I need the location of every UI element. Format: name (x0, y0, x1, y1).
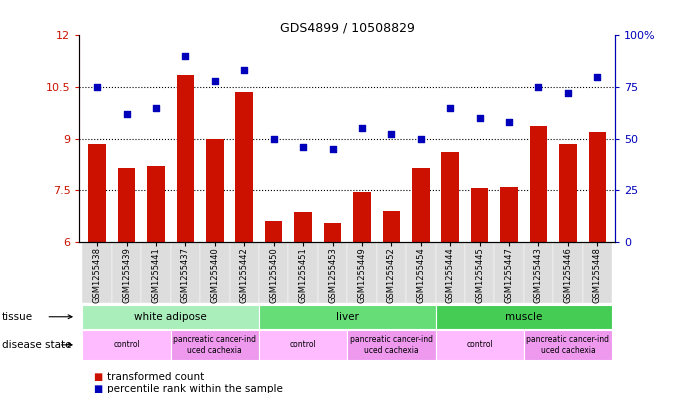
Point (504, 119, 515, 125)
Point (327, 146, 338, 152)
Point (357, 125, 368, 131)
Bar (383, 211, 400, 242)
Bar (442, 152, 459, 242)
Text: ■: ■ (93, 372, 102, 382)
Bar (323, 223, 341, 242)
Bar (500, 187, 518, 242)
Text: tissue: tissue (2, 312, 33, 322)
Text: white adipose: white adipose (134, 312, 207, 322)
Point (238, 67, 249, 73)
Text: ■: ■ (93, 384, 102, 393)
Text: liver: liver (336, 312, 359, 322)
Bar (236, 92, 253, 242)
Text: pancreatic cancer-ind
uced cachexia: pancreatic cancer-ind uced cachexia (527, 335, 609, 354)
Text: percentile rank within the sample: percentile rank within the sample (107, 384, 283, 393)
Text: disease state: disease state (2, 340, 72, 350)
Point (386, 131, 397, 138)
Point (151, 105, 162, 111)
Title: GDS4899 / 10508829: GDS4899 / 10508829 (280, 21, 415, 34)
Point (445, 105, 456, 111)
Text: control: control (466, 340, 493, 349)
Text: control: control (113, 340, 140, 349)
Point (209, 77, 220, 84)
Bar (353, 192, 371, 242)
Bar (147, 166, 164, 242)
Bar (88, 144, 106, 242)
Bar (177, 75, 194, 242)
Bar (412, 168, 430, 242)
Bar (117, 168, 135, 242)
Point (180, 53, 191, 59)
Bar (206, 138, 224, 242)
Text: muscle: muscle (505, 312, 542, 322)
Bar (265, 221, 283, 242)
Bar (530, 127, 547, 242)
Point (415, 135, 426, 141)
Bar (589, 132, 606, 242)
Text: control: control (290, 340, 316, 349)
Point (562, 90, 574, 96)
Bar (471, 188, 489, 242)
Text: pancreatic cancer-ind
uced cachexia: pancreatic cancer-ind uced cachexia (350, 335, 433, 354)
Text: pancreatic cancer-ind
uced cachexia: pancreatic cancer-ind uced cachexia (173, 335, 256, 354)
Bar (294, 213, 312, 242)
Point (121, 110, 132, 117)
Point (298, 143, 309, 150)
Point (591, 73, 603, 80)
Bar (559, 144, 577, 242)
Point (474, 115, 485, 121)
Point (92, 84, 103, 90)
Point (533, 84, 544, 90)
Text: transformed count: transformed count (107, 372, 205, 382)
Point (268, 135, 279, 141)
